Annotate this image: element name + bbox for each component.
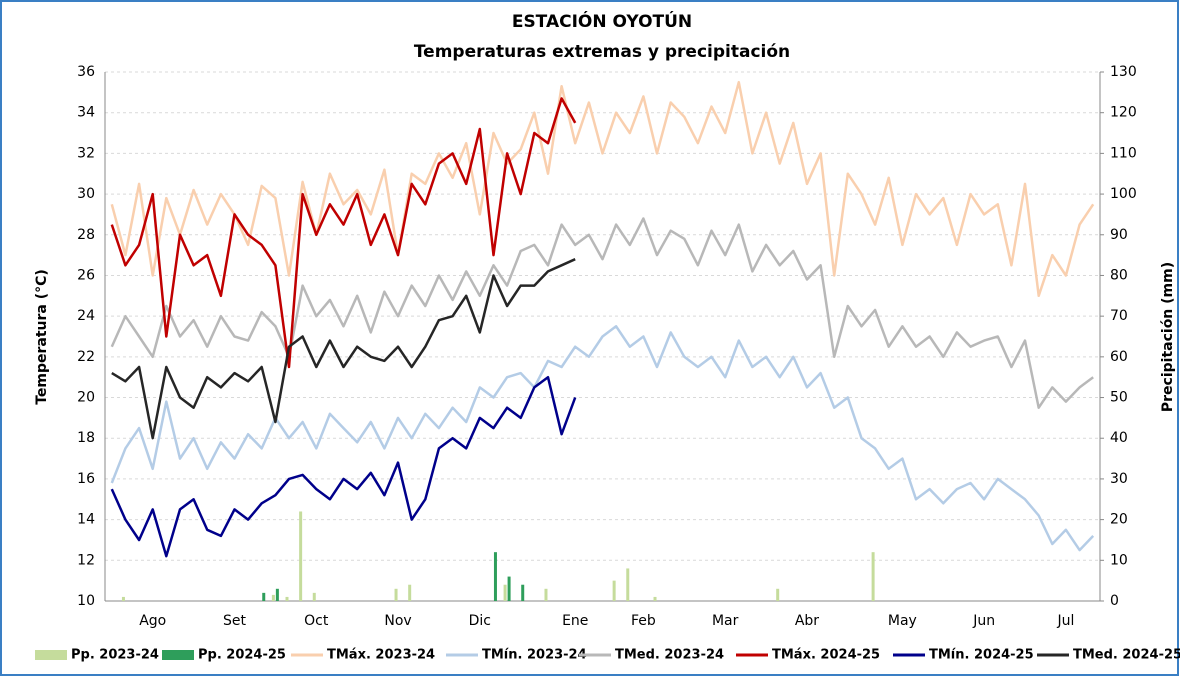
y2-tick-label: 0	[1110, 593, 1119, 609]
y2-tick-label: 120	[1110, 105, 1137, 121]
precip-bar	[871, 552, 875, 601]
y2-tick-label: 60	[1110, 349, 1128, 365]
legend-label: TMáx. 2023-24	[327, 648, 435, 663]
legend-label: TMed. 2024-25	[1073, 648, 1180, 663]
x-tick-label: Abr	[795, 613, 819, 629]
y2-tick-label: 80	[1110, 267, 1128, 283]
precip-bar	[312, 592, 316, 601]
chart-subtitle: Temperaturas extremas y precipitación	[414, 42, 790, 62]
y2-tick-label: 30	[1110, 471, 1128, 487]
y-tick-label: 34	[77, 105, 95, 121]
precip-bar	[121, 596, 125, 601]
legend-swatch	[35, 650, 67, 660]
precip-bar	[612, 580, 616, 601]
legend-label: TMáx. 2024-25	[772, 648, 880, 663]
precip-bar	[493, 552, 497, 601]
y2-tick-label: 10	[1110, 552, 1128, 568]
x-tick-label: Jun	[972, 613, 995, 629]
precip-bar	[544, 588, 548, 601]
legend-swatch	[162, 650, 194, 660]
x-tick-label: Mar	[712, 613, 739, 629]
temperature-line	[110, 80, 1095, 298]
y-tick-label: 28	[77, 227, 95, 243]
legend: Pp. 2023-24 Pp. 2024-25 TMáx. 2023-24 TMín.…	[35, 648, 1180, 663]
temperature-line	[110, 217, 1094, 409]
y2-tick-label: 90	[1110, 227, 1128, 243]
temperature-line	[111, 258, 576, 440]
precip-bar	[626, 568, 630, 601]
y2-tick-label: 110	[1110, 145, 1137, 161]
y-tick-label: 20	[77, 390, 95, 406]
y-tick-label: 24	[77, 308, 95, 324]
legend-label: TMín. 2024-25	[929, 648, 1034, 663]
y-tick-label: 18	[77, 430, 95, 446]
y2-tick-label: 130	[1110, 64, 1137, 80]
legend-label: Pp. 2024-25	[198, 648, 286, 663]
precip-bar	[653, 596, 657, 601]
y-tick-label: 14	[77, 512, 95, 528]
y-tick-label: 30	[77, 186, 95, 202]
y-tick-label: 26	[77, 267, 95, 283]
y-tick-label: 32	[77, 145, 95, 161]
precip-bar	[507, 576, 511, 601]
x-tick-label: Jul	[1056, 613, 1074, 629]
chart-title: ESTACIÓN OYOTÚN	[512, 10, 692, 32]
legend-label: TMín. 2023-24	[482, 648, 587, 663]
y2-tick-label: 100	[1110, 186, 1137, 202]
precip-bar	[262, 592, 266, 601]
precip-bar	[299, 511, 303, 601]
x-tick-label: May	[888, 613, 917, 629]
y2-axis-title: Precipitación (mm)	[1160, 262, 1176, 412]
precip-bar	[271, 594, 275, 601]
legend-label: Pp. 2023-24	[71, 648, 159, 663]
precip-bar	[285, 596, 289, 601]
y-tick-label: 22	[77, 349, 95, 365]
y-axis-title: Temperatura (°C)	[34, 269, 50, 405]
x-tick-label: Nov	[384, 613, 411, 629]
y-tick-label: 36	[77, 64, 95, 80]
temperature-line	[110, 97, 577, 369]
y-tick-label: 12	[77, 552, 95, 568]
x-tick-label: Ene	[562, 613, 588, 629]
y-tick-label: 10	[77, 593, 95, 609]
x-tick-label: Set	[223, 613, 247, 629]
y-tick-label: 16	[77, 471, 95, 487]
x-tick-label: Feb	[631, 613, 656, 629]
legend-label: TMed. 2023-24	[615, 648, 724, 663]
y2-tick-label: 20	[1110, 512, 1128, 528]
y2-tick-label: 40	[1110, 430, 1128, 446]
x-tick-label: Oct	[304, 613, 329, 629]
x-tick-label: Dic	[469, 613, 491, 629]
precip-bar	[394, 588, 398, 601]
precip-bar	[521, 584, 525, 601]
y2-tick-label: 70	[1110, 308, 1128, 324]
precip-bar	[776, 588, 780, 601]
precip-bar	[408, 584, 412, 601]
y2-tick-label: 50	[1110, 390, 1128, 406]
temperature-line	[110, 375, 577, 558]
x-tick-label: Ago	[139, 613, 166, 629]
precip-bar	[503, 584, 507, 601]
precip-bar	[275, 588, 279, 601]
